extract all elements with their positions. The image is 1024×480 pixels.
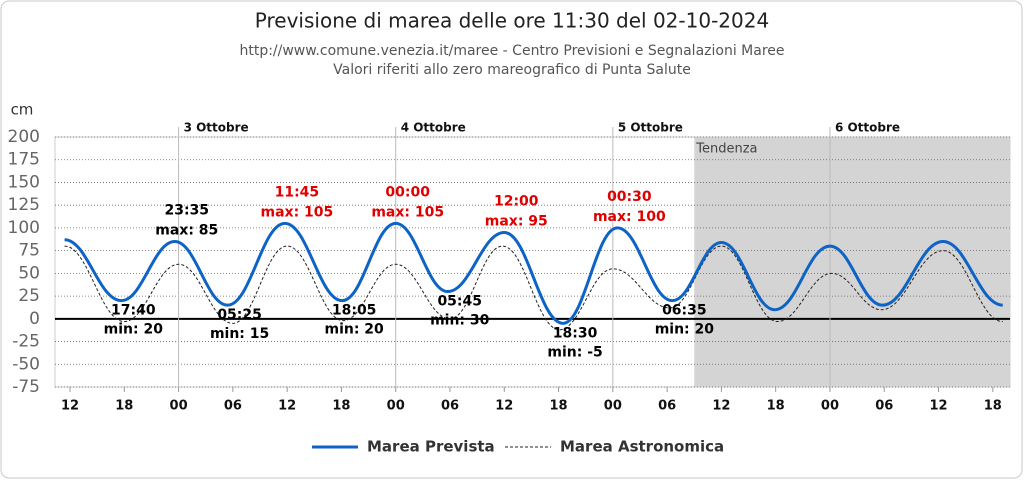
x-tick-label: 00 [170,399,188,414]
x-tick-label: 12 [712,399,730,414]
day-label: 4 Ottobre [401,121,466,135]
annotation-time: 17:40 [111,303,156,319]
annotation-time: 18:05 [332,303,377,319]
tendency-label: Tendenza [695,142,757,157]
y-tick-label: 75 [18,241,40,261]
annotation-label: max: 85 [155,223,218,239]
x-tick-label: 06 [441,399,459,414]
tide-line [64,245,1003,331]
legend-label: Marea Prevista [367,438,495,456]
annotation-time: 00:00 [385,184,430,200]
x-tick-label: 06 [224,399,242,414]
y-tick-label: -50 [12,354,40,374]
y-tick-label: 25 [18,286,40,306]
annotation-label: min: 20 [655,322,715,338]
x-tick-label: 06 [875,399,893,414]
y-tick-label: 150 [8,172,40,192]
x-tick-label: 18 [767,399,785,414]
annotation-label: min: 20 [104,322,164,338]
x-tick-label: 18 [115,399,133,414]
tide-line [64,221,1004,325]
day-label: 3 Ottobre [184,121,249,135]
y-axis-label: cm [11,101,34,119]
annotation-time: 18:30 [553,325,598,341]
day-label: 5 Ottobre [618,121,683,135]
subtitle: Valori riferiti allo zero mareografico d… [333,62,691,78]
annotation-time: 06:35 [662,303,707,319]
y-tick-label: 175 [8,150,40,170]
annotation-label: min: -5 [547,344,602,360]
x-tick-label: 18 [984,399,1002,414]
annotation-label: min: 15 [210,326,269,342]
x-tick-label: 12 [278,399,296,414]
annotation-label: min: 20 [324,322,384,338]
annotation-time: 05:45 [437,294,482,310]
x-tick-label: 00 [604,399,622,414]
y-tick-label: 100 [8,218,40,238]
y-tick-label: 0 [29,309,40,329]
x-tick-label: 00 [821,399,839,414]
y-tick-label: 125 [8,195,40,215]
y-tick-label: 200 [8,127,40,147]
annotation-time: 11:45 [275,184,320,200]
legend-label: Marea Astronomica [560,438,724,456]
x-tick-label: 00 [387,399,405,414]
annotation-time: 12:00 [494,193,539,209]
annotation-label: min: 30 [430,313,490,329]
y-tick-label: -75 [12,377,40,397]
chart-title: Previsione di marea delle ore 11:30 del … [255,9,769,33]
annotation-time: 05:25 [217,307,262,323]
annotation-time: 00:30 [607,189,652,205]
annotation-label: max: 105 [261,204,334,220]
annotation-time: 23:35 [164,203,209,219]
annotation-label: max: 100 [593,209,666,225]
x-tick-label: 18 [550,399,568,414]
tendency-region [694,137,1010,387]
x-tick-label: 12 [929,399,947,414]
subtitle: http://www.comune.venezia.it/maree - Cen… [239,43,784,59]
x-tick-label: 12 [61,399,79,414]
x-tick-label: 18 [332,399,350,414]
day-label: 6 Ottobre [835,121,900,135]
annotation-label: max: 95 [485,213,548,229]
y-tick-label: 50 [18,263,40,283]
x-tick-label: 12 [495,399,513,414]
x-tick-label: 06 [658,399,676,414]
annotation-label: max: 105 [371,204,444,220]
y-tick-label: -25 [12,332,40,352]
